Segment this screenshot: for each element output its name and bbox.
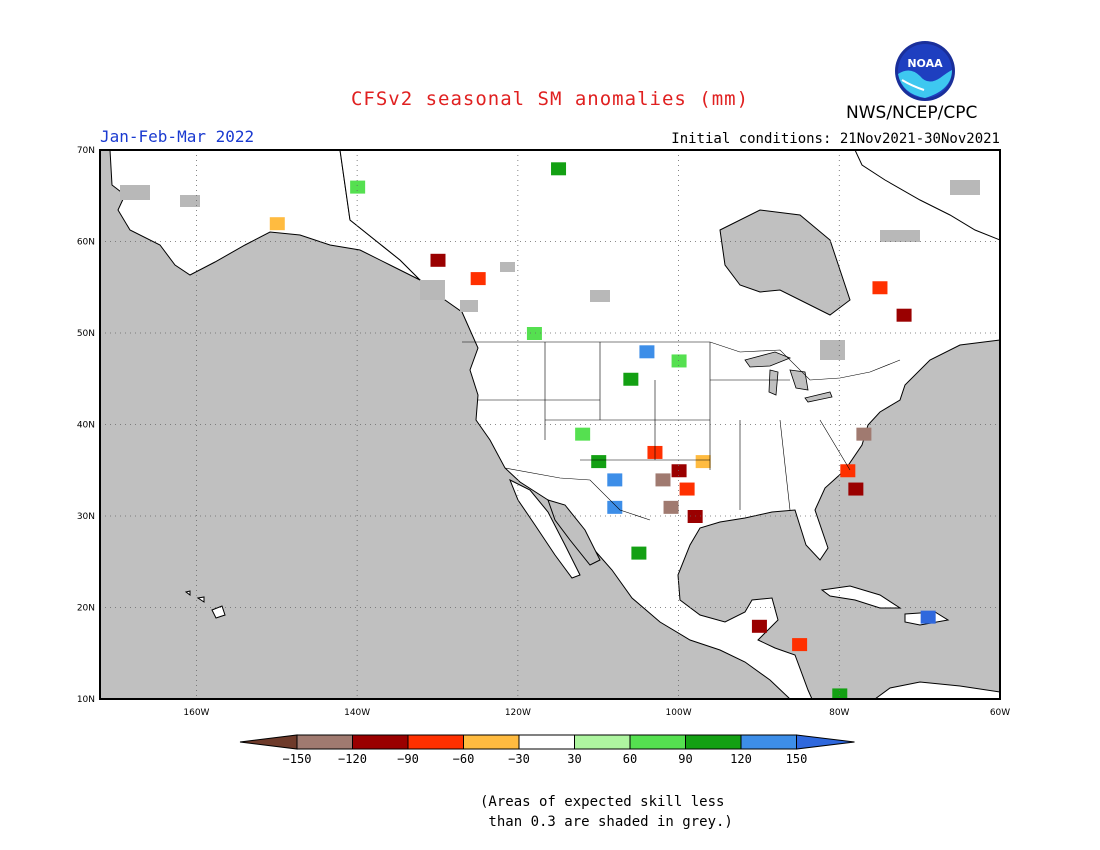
anomaly-cell <box>840 464 856 478</box>
great-lakes <box>744 351 833 403</box>
skill-note: (Areas of expected skill less than 0.3 a… <box>480 794 733 830</box>
colorbar-segment <box>518 734 575 750</box>
anomaly-cell <box>591 455 607 469</box>
anomaly-cell <box>687 510 703 523</box>
anomaly-cell <box>551 162 567 176</box>
colorbar-left-arrow <box>239 734 298 750</box>
lake-superior <box>744 351 792 368</box>
lon-tick-label: 160W <box>183 708 209 718</box>
us-canada-border <box>462 341 901 381</box>
anomaly-cell <box>695 455 711 469</box>
anomaly-cell <box>655 473 671 487</box>
colorbar-label: 90 <box>678 752 692 766</box>
anomaly-cell <box>920 610 936 624</box>
noaa-logo-icon: NOAA <box>895 41 955 101</box>
lat-tick-label: 50N <box>77 329 95 339</box>
political-borders <box>462 341 901 521</box>
anomaly-cell <box>832 688 848 699</box>
anomaly-cell <box>607 473 623 487</box>
anomaly-cell <box>631 546 647 560</box>
anomaly-cell <box>896 308 912 322</box>
anomaly-cell <box>671 354 687 368</box>
colorbar-label: −150 <box>283 752 312 766</box>
map-frame <box>99 149 1001 700</box>
anomaly-cell <box>623 372 639 386</box>
hudson-bay <box>719 209 851 316</box>
anomaly-cell <box>751 619 767 633</box>
lat-tick-label: 30N <box>77 512 95 522</box>
cuba-island <box>820 585 902 609</box>
state-borders <box>478 342 851 511</box>
anomaly-cell <box>269 217 285 231</box>
anomaly-cell <box>671 464 687 478</box>
colorbar-label: 30 <box>567 752 581 766</box>
map-grid <box>100 150 1000 699</box>
noaa-logo-text: NOAA <box>907 57 943 70</box>
lat-tick-label: 40N <box>77 421 95 431</box>
anomaly-cell <box>430 253 446 267</box>
low-skill-regions <box>120 180 980 360</box>
anomaly-cell <box>470 272 486 286</box>
anomaly-cell <box>679 482 695 496</box>
colorbar-segment <box>407 734 464 750</box>
anomaly-cell <box>872 281 888 295</box>
org-label: NWS/NCEP/CPC <box>846 103 978 123</box>
colorbar-label: 120 <box>730 752 752 766</box>
us-mexico-border <box>504 467 651 521</box>
colorbar-label: −120 <box>338 752 367 766</box>
map-title: CFSv2 seasonal SM anomalies (mm) <box>350 88 750 110</box>
colorbar-segment <box>685 734 742 750</box>
colorbar-label: 60 <box>623 752 637 766</box>
lon-tick-label: 100W <box>666 708 692 718</box>
colorbar: −150 −120 −90 −60 −30 30 60 90 120 150 <box>239 734 855 766</box>
anomaly-cell <box>663 500 679 514</box>
lon-tick-label: 140W <box>344 708 370 718</box>
colorbar-label: −60 <box>453 752 475 766</box>
lake-michigan <box>768 369 779 396</box>
lat-tick-label: 60N <box>77 238 95 248</box>
colorbar-segment <box>629 734 686 750</box>
hawaii-islands <box>184 590 226 619</box>
colorbar-label: 150 <box>786 752 808 766</box>
colorbar-right-arrow <box>796 734 855 750</box>
colorbar-label: −90 <box>397 752 419 766</box>
anomaly-cell <box>639 345 655 359</box>
lat-tick-label: 10N <box>77 695 95 705</box>
anomaly-cell <box>526 327 542 340</box>
anomaly-cell <box>350 180 366 194</box>
anomaly-cell <box>856 427 872 441</box>
lon-tick-label: 60W <box>990 708 1010 718</box>
axis-ticks: 160W 140W 120W 100W 80W 60W 70N 60N 50N 40N 30N 20N… <box>77 146 1010 718</box>
anomaly-cell <box>607 500 623 514</box>
initial-conditions-label: Initial conditions: 21Nov2021-30Nov2021 <box>671 131 1000 147</box>
season-label: Jan-Feb-Mar 2022 <box>100 127 255 146</box>
lat-tick-label: 70N <box>77 146 95 156</box>
lon-tick-label: 80W <box>829 708 849 718</box>
lake-erie <box>804 391 833 403</box>
anomaly-cell <box>792 638 808 652</box>
colorbar-segment <box>740 734 797 750</box>
greenland-landmass <box>854 150 1000 241</box>
lon-tick-label: 120W <box>505 708 531 718</box>
south-america-landmass <box>874 681 1000 699</box>
colorbar-segment <box>463 734 520 750</box>
lat-tick-label: 20N <box>77 604 95 614</box>
lake-huron <box>789 369 809 391</box>
colorbar-label: −30 <box>508 752 530 766</box>
anomaly-cell <box>848 482 864 496</box>
colorbar-segment <box>352 734 409 750</box>
anomaly-cells <box>269 162 936 699</box>
colorbar-segment <box>296 734 353 750</box>
baja-peninsula <box>509 478 581 579</box>
anomaly-cell <box>575 427 591 441</box>
colorbar-segment <box>574 734 631 750</box>
